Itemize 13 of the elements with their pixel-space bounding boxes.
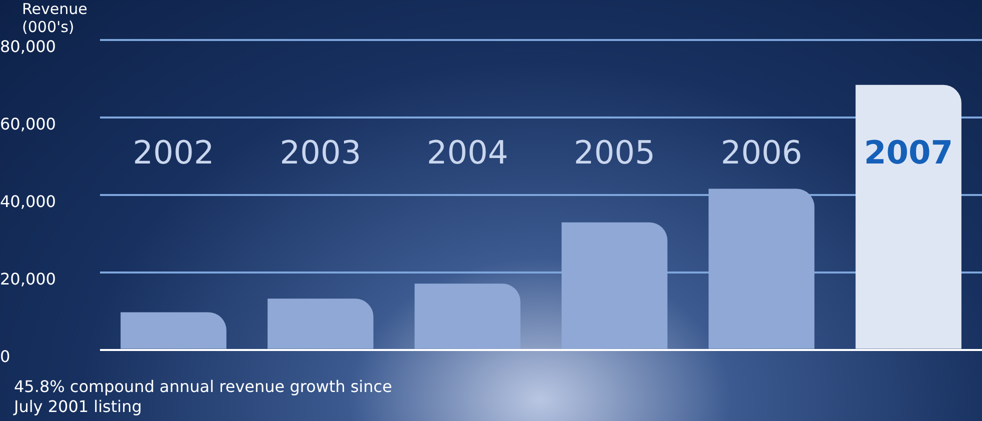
x-tick-label: 2004 <box>426 133 508 172</box>
y-axis-title: Revenue (000's) <box>22 0 88 36</box>
x-tick-label: 2005 <box>574 133 656 172</box>
x-tick-label: 2002 <box>132 133 214 172</box>
y-tick-label: 60,000 <box>0 114 56 134</box>
y-tick-label: 0 <box>0 346 10 366</box>
y-tick-label: 80,000 <box>0 37 56 56</box>
y-tick-label: 20,000 <box>0 270 56 289</box>
x-tick-label: 2007 <box>864 133 954 172</box>
text: 45.8% compound annual revenue growth since July 2001 listing <box>14 377 394 417</box>
y-tick-label: 40,000 <box>0 192 56 212</box>
x-tick-label: 2003 <box>280 133 362 172</box>
x-tick-label: 2006 <box>720 133 802 172</box>
